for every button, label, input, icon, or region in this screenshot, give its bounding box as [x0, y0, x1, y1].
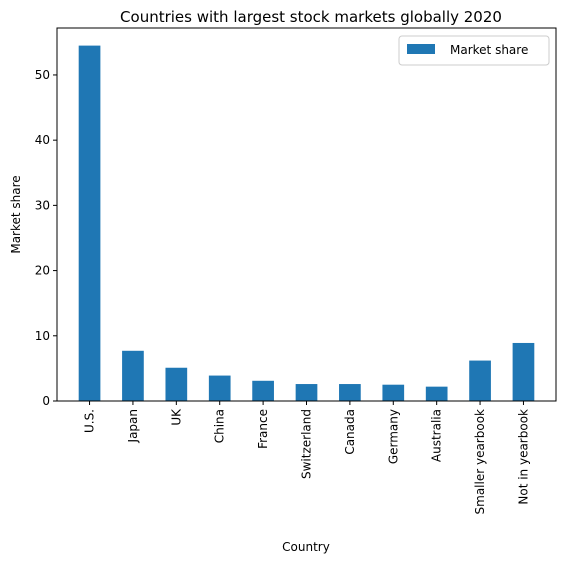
x-tick-label: UK — [169, 408, 183, 426]
bar — [469, 360, 491, 401]
bar — [295, 384, 318, 401]
x-tick-label: Switzerland — [300, 409, 314, 479]
chart-title: Countries with largest stock markets glo… — [120, 8, 502, 26]
bars — [78, 45, 535, 402]
legend-frame — [398, 35, 550, 66]
x-tick-label: Canada — [343, 409, 357, 455]
x-tick-label: Japan — [126, 409, 140, 443]
y-tick-label: 20 — [35, 264, 50, 278]
y-axis: 0 10 20 30 40 50 — [35, 68, 57, 408]
bar — [512, 342, 535, 401]
x-tick-label: Smaller yearbook — [473, 409, 487, 515]
bar — [382, 384, 405, 401]
x-tick-label: Australia — [430, 409, 444, 462]
plot-frame — [56, 27, 557, 402]
bar — [165, 367, 188, 401]
bar — [252, 380, 274, 401]
x-tick-label: Germany — [386, 409, 400, 464]
x-axis: U.S. Japan UK China France Switzerland Canada G… — [83, 401, 530, 515]
legend-label: Market share — [450, 43, 528, 57]
legend: Market share — [398, 35, 550, 66]
bar — [208, 375, 231, 401]
x-axis-label: Country — [282, 540, 330, 554]
y-tick-label: 40 — [35, 133, 50, 147]
legend-swatch — [407, 44, 435, 54]
y-tick-label: 0 — [42, 394, 50, 408]
bar — [122, 350, 144, 401]
x-tick-label: France — [256, 409, 270, 449]
y-tick-label: 10 — [35, 329, 50, 343]
x-tick-label: China — [213, 409, 227, 443]
bar — [78, 45, 101, 402]
y-axis-label: Market share — [9, 175, 23, 253]
bar — [339, 384, 361, 401]
y-tick-label: 30 — [35, 198, 50, 212]
bar — [425, 386, 448, 401]
x-tick-label: U.S. — [83, 409, 97, 433]
x-tick-label: Not in yearbook — [516, 409, 530, 505]
y-tick-label: 50 — [35, 68, 50, 82]
